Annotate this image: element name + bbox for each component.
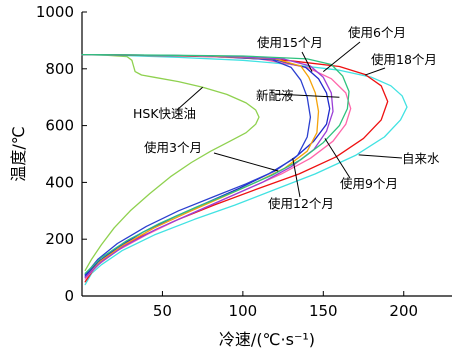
x-tick-label: 200 — [389, 302, 418, 320]
series-annotation-label: 使用9个月 — [340, 176, 398, 191]
annotation-leader-line — [324, 138, 351, 179]
series-annotation-label: 使用3个月 — [144, 140, 202, 155]
x-tick-label: 100 — [229, 302, 258, 320]
series-annotation-label: 使用6个月 — [348, 25, 406, 40]
series-annotation-label: 使用18个月 — [371, 52, 437, 67]
y-tick-label: 800 — [45, 60, 74, 78]
annotation-leader-line — [176, 86, 203, 111]
plot-frame — [81, 12, 452, 297]
x-axis-title: 冷速/(℃·s⁻¹) — [219, 330, 315, 349]
annotation-leader-line — [274, 93, 340, 98]
y-tick-label: 1000 — [36, 3, 74, 21]
series-line — [81, 53, 334, 279]
y-tick-label: 600 — [45, 117, 74, 135]
series-line — [81, 53, 408, 286]
annotation-leader-line — [364, 67, 386, 76]
series-line — [81, 53, 350, 274]
y-tick-label: 200 — [45, 230, 74, 248]
series-annotation-label: 新配液 — [256, 88, 294, 103]
y-ticks: 0 200 400 600 800 1000 — [36, 3, 87, 305]
series-annotation-label: 使用12个月 — [268, 196, 334, 211]
series-annotation-label: 使用15个月 — [257, 35, 323, 50]
leader-lines — [176, 41, 403, 198]
series-layer — [81, 53, 408, 286]
series-line — [81, 53, 260, 272]
series-line — [81, 53, 312, 276]
annotation-leader-line — [322, 41, 361, 73]
annotation-leader-line — [292, 158, 301, 198]
x-tick-label: 150 — [309, 302, 338, 320]
y-axis-title: 温度/℃ — [9, 126, 28, 181]
series-annotation-label: 自来水 — [402, 151, 440, 166]
series-annotation-label: HSK快速油 — [133, 106, 196, 121]
x-ticks: 50 100 150 200 — [153, 291, 418, 320]
annotation-leader-line — [358, 154, 403, 159]
x-tick-label: 50 — [153, 302, 172, 320]
annotation-leader-line — [213, 152, 279, 172]
annotation-leader-line — [301, 51, 313, 72]
y-tick-label: 0 — [64, 287, 74, 305]
y-tick-label: 400 — [45, 173, 74, 191]
